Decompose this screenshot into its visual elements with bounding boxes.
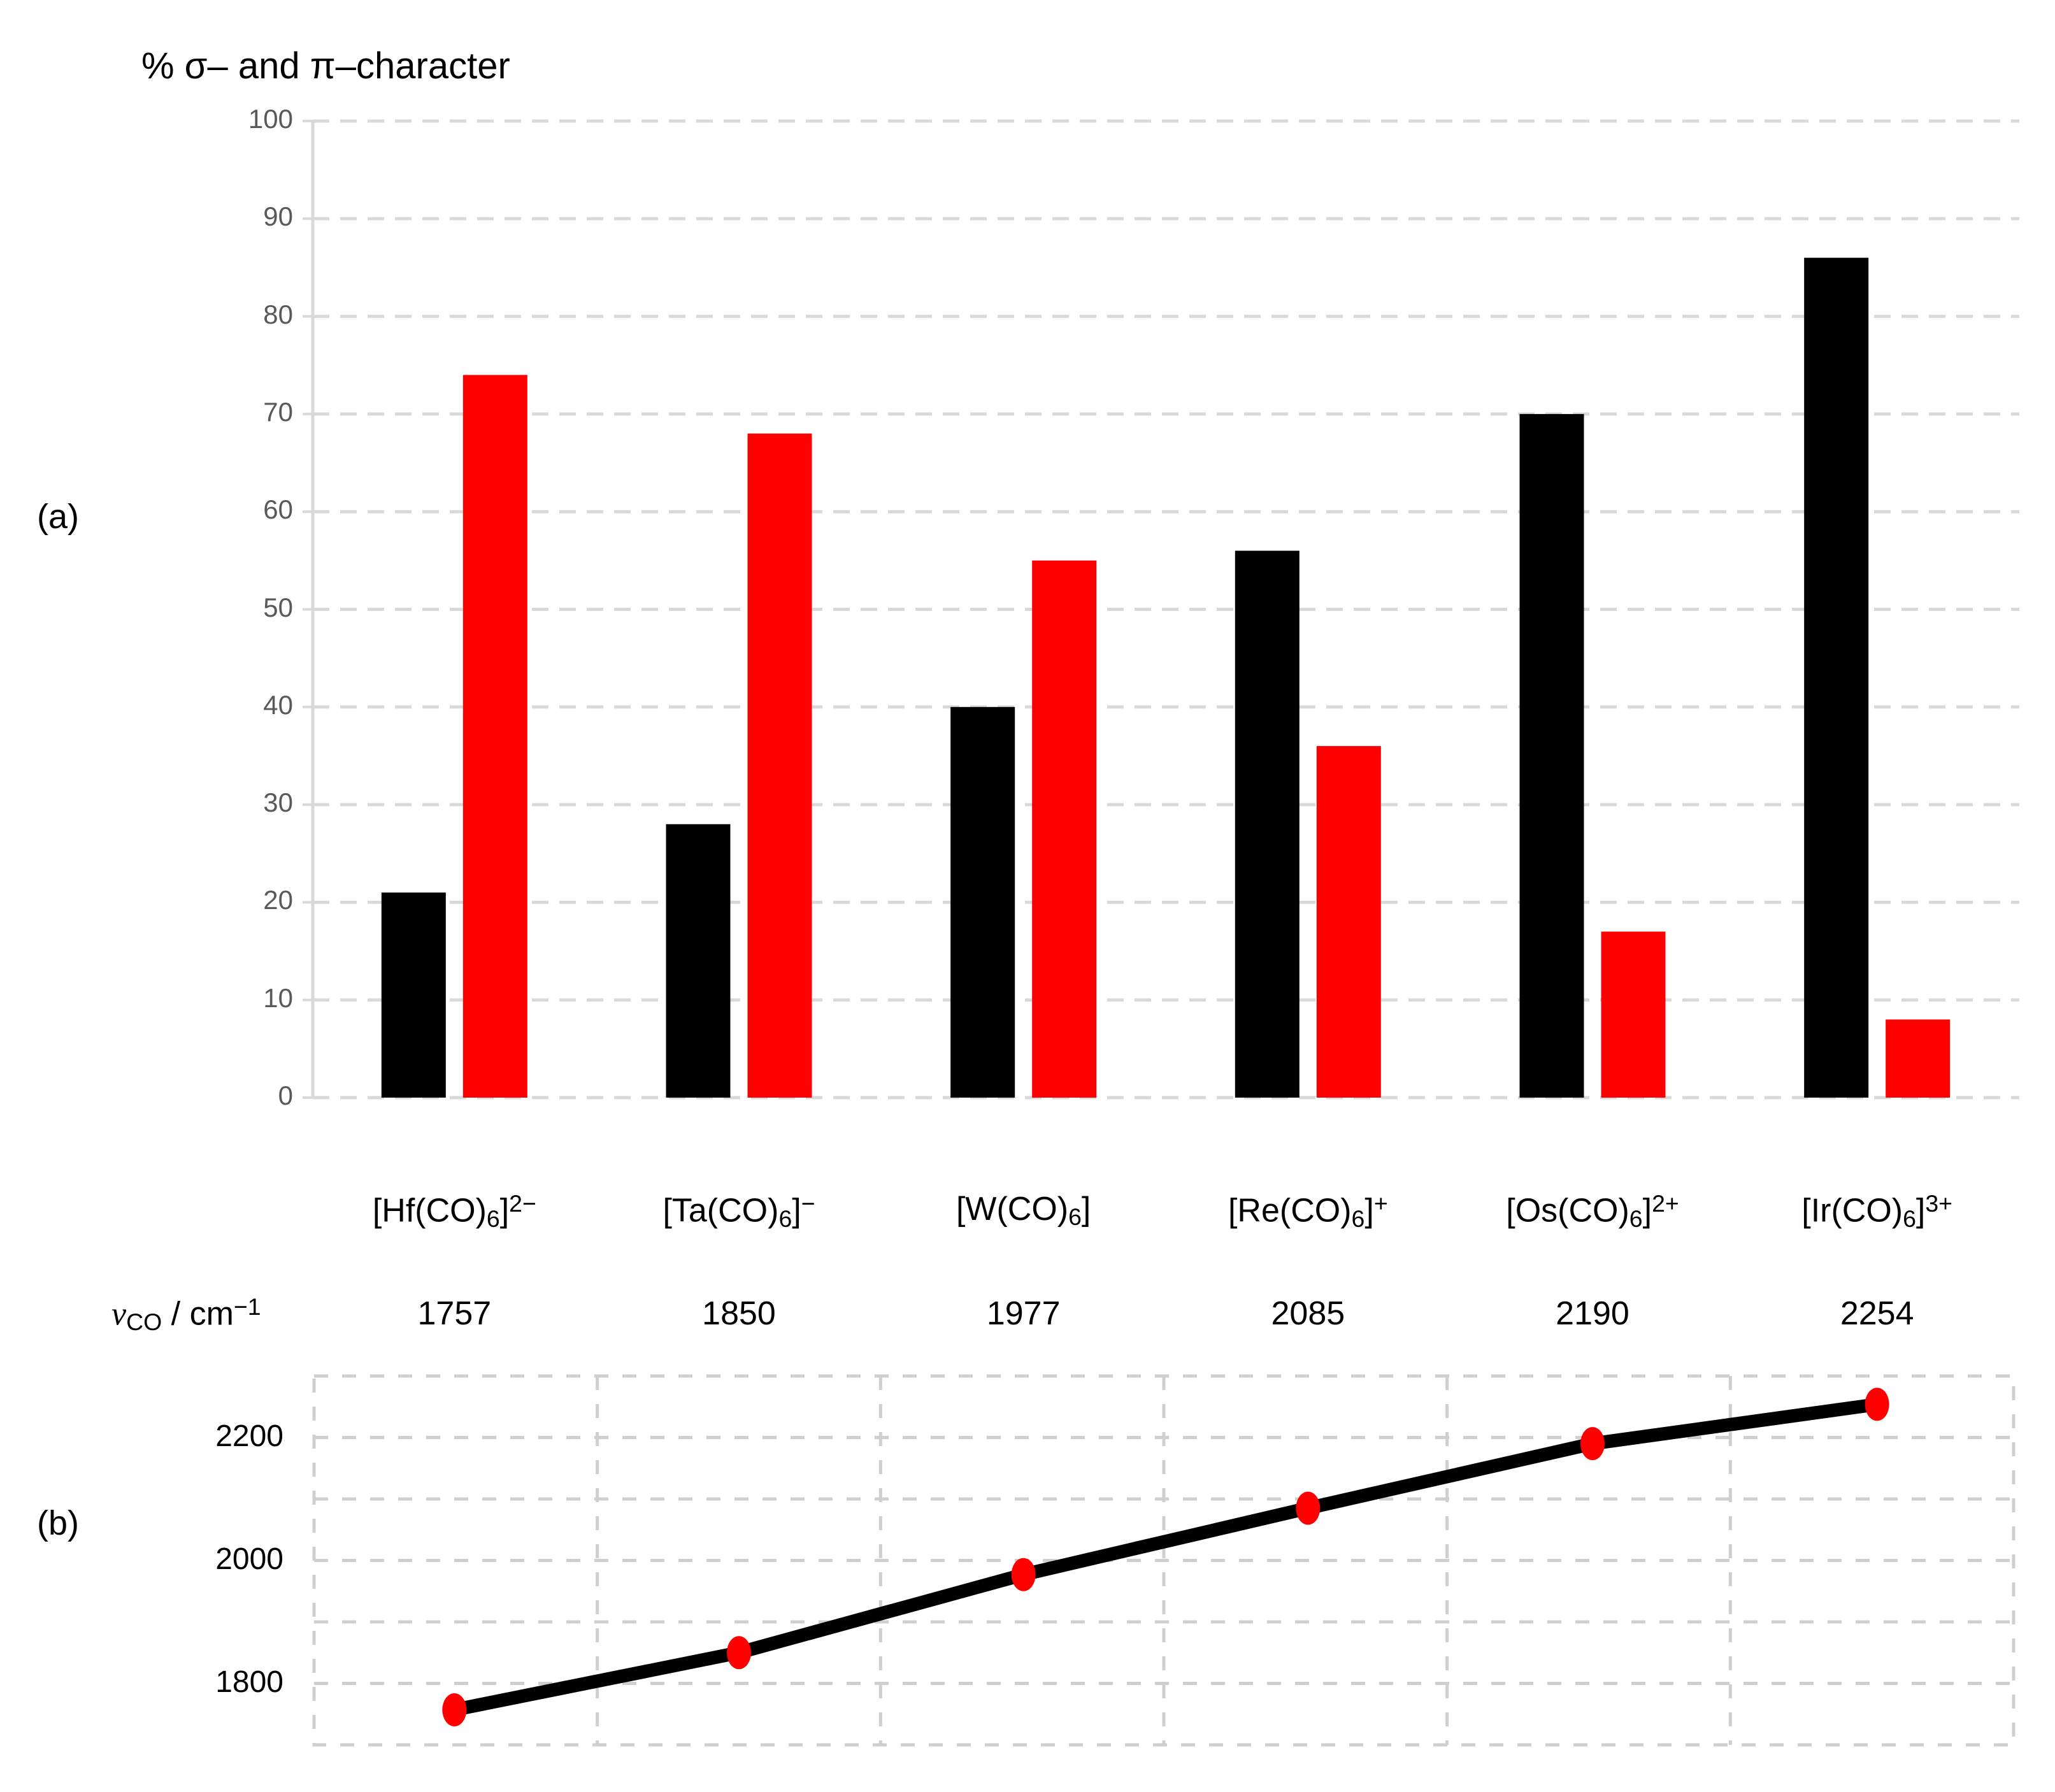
text-run: ] bbox=[1364, 1192, 1374, 1229]
data-point-marker-2 bbox=[1011, 1558, 1036, 1591]
panel-a-label: (a) bbox=[37, 498, 79, 536]
y-tick-label-b-2200: 2200 bbox=[215, 1419, 283, 1453]
y-tick-label-a-80: 80 bbox=[263, 299, 293, 329]
superscript: −1 bbox=[233, 1293, 261, 1320]
nu-co-value-3: 2085 bbox=[1271, 1295, 1345, 1332]
category-label-5: [Ir(CO)6]3+ bbox=[1731, 1190, 2024, 1233]
text-run: [Hf(CO) bbox=[372, 1192, 487, 1229]
nu-co-value-2: 1977 bbox=[986, 1295, 1061, 1332]
chart-title: % σ– and π–character bbox=[141, 45, 510, 87]
category-label-0: [Hf(CO)6]2− bbox=[308, 1190, 601, 1233]
subscript: 6 bbox=[1903, 1205, 1916, 1232]
bar-sigma-5 bbox=[1804, 257, 1869, 1098]
subscript: 6 bbox=[1629, 1205, 1643, 1232]
subscript: CO bbox=[126, 1308, 162, 1335]
bar-pi-0 bbox=[462, 375, 527, 1098]
y-tick-label-a-100: 100 bbox=[248, 104, 293, 134]
superscript: 2− bbox=[509, 1190, 536, 1217]
data-point-marker-3 bbox=[1296, 1491, 1321, 1525]
bar-sigma-2 bbox=[950, 706, 1015, 1098]
nu-co-value-1: 1850 bbox=[702, 1295, 776, 1332]
nu-co-value-4: 2190 bbox=[1556, 1295, 1629, 1332]
nu-co-value-5: 2254 bbox=[1840, 1295, 1914, 1332]
y-tick-label-a-90: 90 bbox=[263, 201, 293, 232]
text-run: [Ta(CO) bbox=[662, 1192, 779, 1229]
bar-pi-4 bbox=[1601, 931, 1666, 1098]
subscript: 6 bbox=[778, 1205, 792, 1232]
superscript: − bbox=[801, 1190, 815, 1217]
y-tick-label-a-20: 20 bbox=[263, 885, 293, 915]
category-label-4: [Os(CO)6]2+ bbox=[1446, 1190, 1739, 1233]
category-label-1: [Ta(CO)6]− bbox=[592, 1190, 885, 1233]
panel-b-label: (b) bbox=[37, 1504, 79, 1542]
text-run: [Re(CO) bbox=[1228, 1192, 1352, 1229]
text-run: [Ir(CO) bbox=[1801, 1192, 1903, 1229]
bar-sigma-1 bbox=[666, 824, 731, 1098]
y-tick-label-b-1800: 1800 bbox=[215, 1665, 283, 1699]
y-tick-label-a-60: 60 bbox=[263, 494, 293, 525]
data-point-marker-5 bbox=[1865, 1387, 1889, 1421]
bar-pi-2 bbox=[1032, 560, 1097, 1098]
y-tick-label-a-40: 40 bbox=[263, 689, 293, 720]
text-run: [W(CO) bbox=[956, 1191, 1069, 1228]
text-run: ] bbox=[499, 1192, 510, 1229]
text-run: / cm bbox=[162, 1295, 234, 1333]
subscript: 6 bbox=[1068, 1203, 1082, 1231]
nu-glyph: ν bbox=[111, 1296, 127, 1333]
bar-pi-3 bbox=[1316, 746, 1381, 1098]
bar-pi-5 bbox=[1886, 1019, 1951, 1098]
nu-co-axis-caption: νCO / cm−1 bbox=[111, 1293, 261, 1336]
text-run: ] bbox=[1915, 1192, 1926, 1229]
y-tick-label-a-50: 50 bbox=[263, 592, 293, 622]
y-tick-label-a-70: 70 bbox=[263, 396, 293, 427]
data-point-marker-0 bbox=[442, 1693, 467, 1726]
y-tick-label-a-0: 0 bbox=[278, 1080, 293, 1110]
data-point-marker-4 bbox=[1580, 1427, 1605, 1461]
category-label-3: [Re(CO)6]+ bbox=[1161, 1190, 1454, 1233]
superscript: + bbox=[1373, 1190, 1388, 1217]
nu-co-trend-line bbox=[447, 1397, 1884, 1717]
text-run: ] bbox=[1642, 1192, 1652, 1229]
category-label-2: [W(CO)6] bbox=[877, 1190, 1170, 1231]
superscript: 2+ bbox=[1652, 1190, 1679, 1217]
subscript: 6 bbox=[486, 1205, 500, 1232]
y-tick-label-b-2000: 2000 bbox=[215, 1542, 283, 1576]
y-tick-label-a-10: 10 bbox=[263, 982, 293, 1013]
data-point-marker-1 bbox=[727, 1636, 751, 1670]
nu-co-value-0: 1757 bbox=[417, 1295, 492, 1332]
bar-pi-1 bbox=[747, 433, 812, 1098]
bar-sigma-4 bbox=[1519, 413, 1584, 1098]
text-run: ] bbox=[1081, 1191, 1091, 1228]
bar-sigma-3 bbox=[1235, 550, 1300, 1098]
subscript: 6 bbox=[1351, 1205, 1365, 1232]
bar-sigma-0 bbox=[381, 892, 446, 1098]
y-tick-label-a-30: 30 bbox=[263, 787, 293, 818]
superscript: 3+ bbox=[1925, 1190, 1953, 1217]
text-run: ] bbox=[792, 1192, 801, 1229]
text-run: [Os(CO) bbox=[1506, 1192, 1629, 1229]
